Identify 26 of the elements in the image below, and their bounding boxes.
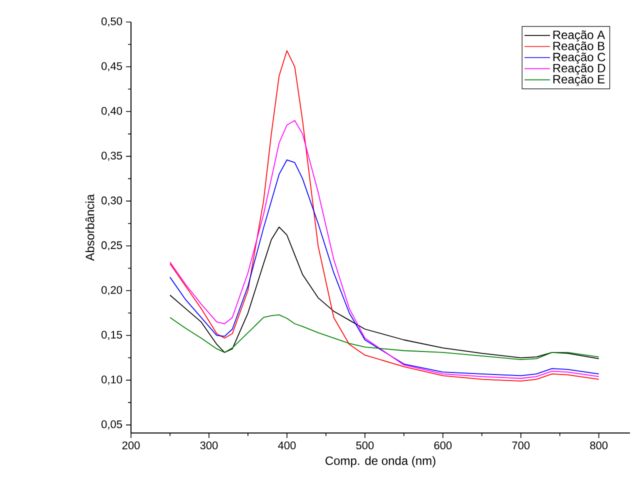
legend-label: Reação C xyxy=(553,52,606,64)
x-tick-label: 500 xyxy=(356,442,374,450)
legend-label: Reação E xyxy=(553,74,605,86)
y-tick-label: 0,20 xyxy=(102,286,122,296)
y-tick-label: 0,40 xyxy=(102,106,122,116)
x-tick-label: 700 xyxy=(512,442,530,450)
y-axis-title: Absorbância xyxy=(85,194,94,261)
legend-label: Reação D xyxy=(553,64,606,75)
x-axis-title: Comp. de onda (nm) xyxy=(326,456,436,468)
y-tick-label: 0,15 xyxy=(102,330,122,340)
y-tick-label: 0,30 xyxy=(102,196,122,206)
y-tick-label: 0,05 xyxy=(102,420,122,430)
x-tick-label: 300 xyxy=(200,442,218,450)
x-tick-label: 200 xyxy=(122,442,140,450)
line-series xyxy=(170,226,600,360)
y-tick-label: 0,50 xyxy=(102,17,122,27)
y-tick-label: 0,45 xyxy=(102,62,122,72)
x-tick-label: 600 xyxy=(434,442,452,450)
x-tick-label: 800 xyxy=(590,442,608,450)
y-tick-label: 0,25 xyxy=(102,241,122,250)
legend-label: Reação B xyxy=(553,41,604,53)
y-tick-label: 0,10 xyxy=(102,376,122,385)
y-tick-label: 0,35 xyxy=(102,152,122,161)
x-tick-label: 400 xyxy=(278,442,296,450)
line-series xyxy=(170,120,600,379)
legend-label: Reação A xyxy=(553,30,606,42)
